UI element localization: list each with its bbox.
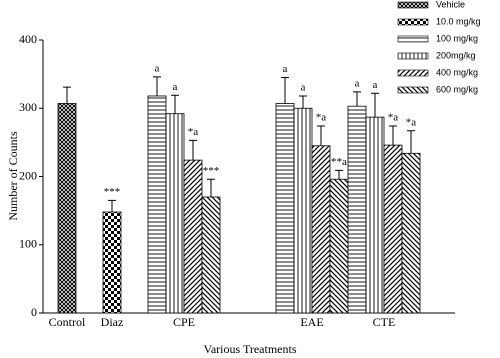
significance-label: *** [104,186,121,198]
significance-label: *a [406,116,417,128]
bar [147,95,167,314]
legend-swatch [397,1,429,9]
bar [183,159,203,314]
y-axis-label: Number of Counts [6,131,20,221]
legend-swatch [397,35,429,43]
legend-swatch [397,86,429,94]
y-tick-label: 0 [31,305,37,319]
bar [275,103,295,314]
legend-swatch [397,52,429,60]
bar [329,178,349,314]
bar [401,152,421,314]
x-tick-label: CPE [173,315,195,329]
significance-label: a [301,81,306,93]
error-bar [353,91,361,107]
x-tick-label: EAE [300,315,323,329]
significance-label: *** [203,165,220,177]
bar [293,107,313,314]
y-tick-label: 200 [19,168,37,182]
y-tick-label: 300 [19,100,37,114]
bar [201,196,221,314]
error-bar [335,169,343,180]
error-bar [153,76,161,96]
error-bar [317,125,325,146]
error-bar [389,125,397,146]
significance-label: **a [331,156,347,168]
significance-label: a [373,79,378,91]
x-axis-label: Various Treatments [204,342,297,356]
legend-swatch [397,18,429,26]
significance-label: a [283,63,288,75]
significance-label: *a [388,112,399,124]
error-bar [281,77,289,104]
significance-label: a [355,77,360,89]
y-tick-label: 100 [19,237,37,251]
legend-label: 10.0 mg/kg [436,16,481,26]
legend-label: 400 mg/kg [436,67,478,77]
y-tick-label: 400 [19,32,37,46]
legend-label: 200mg/kg [436,50,476,60]
error-bar [171,94,179,114]
error-bar [207,178,215,197]
x-tick-label: CTE [373,315,396,329]
significance-label: a [155,62,160,74]
bar [311,145,331,314]
bar [102,211,122,314]
error-bar [108,199,116,212]
significance-label: *a [188,126,199,138]
legend-label: Vehicle [436,0,465,9]
legend-label: 600 mg/kg [436,84,478,94]
bar [57,103,77,314]
error-bar [63,86,71,104]
error-bar [407,130,415,154]
significance-label: *a [316,112,327,124]
error-bar [371,92,379,118]
legend-swatch [397,69,429,77]
error-bar [189,139,197,161]
bar [165,113,185,314]
significance-label: a [173,81,178,93]
bar [383,144,403,314]
bar [365,116,385,314]
error-bar [299,95,307,109]
legend-label: 100 mg/kg [436,33,478,43]
x-tick-label: Diaz [101,315,124,329]
x-tick-label: Control [49,315,86,329]
bar [347,105,367,314]
